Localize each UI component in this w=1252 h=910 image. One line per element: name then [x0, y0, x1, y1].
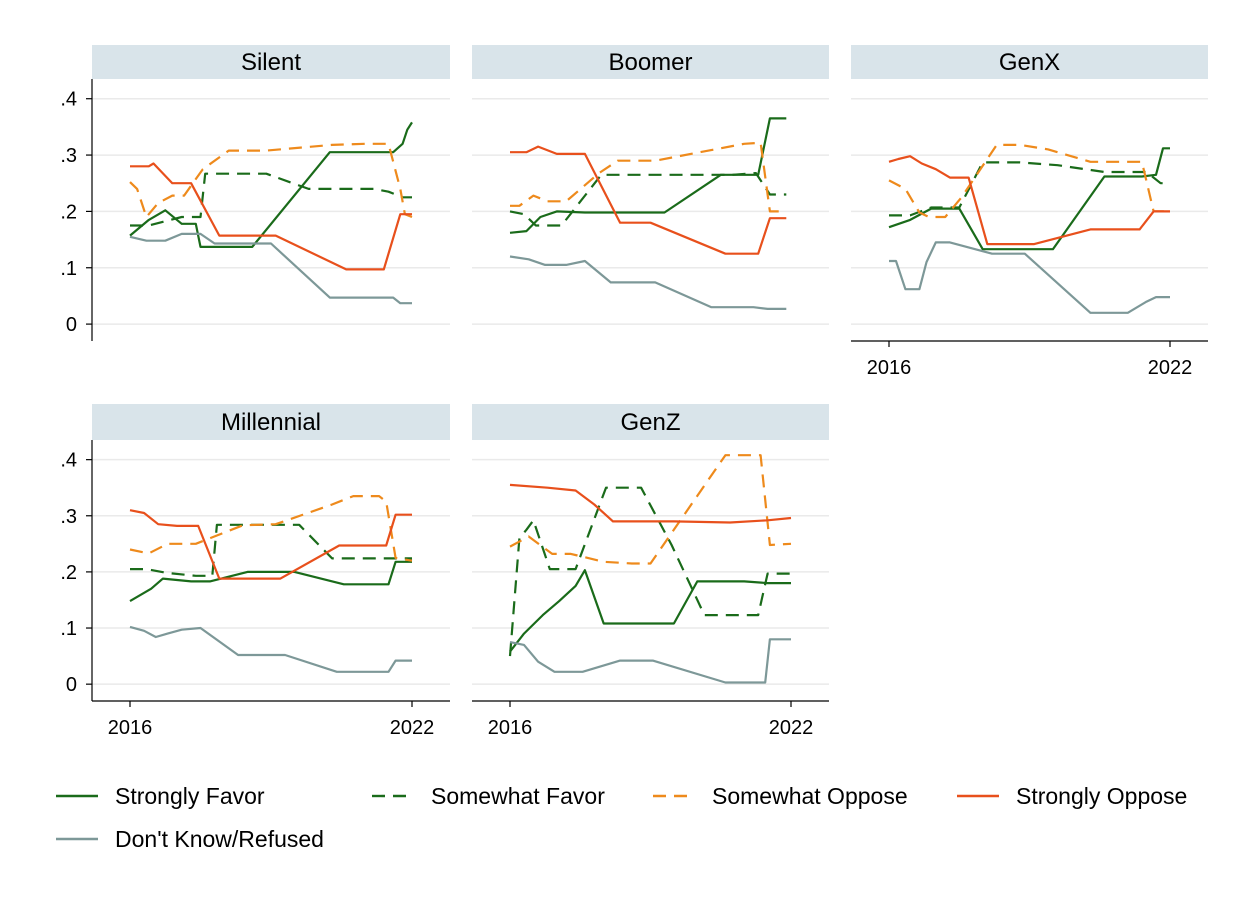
series-line-don-t-know-refused [889, 241, 1170, 314]
y-tick-label: .1 [60, 258, 77, 280]
panel-genz: GenZ 2016 2022 [472, 404, 829, 739]
series-line-somewhat-oppose [510, 141, 787, 213]
panel-title: Boomer [608, 49, 692, 76]
x-tick-label: 2022 [1148, 357, 1193, 379]
legend-label: Strongly Oppose [1016, 783, 1187, 809]
legend-label: Somewhat Oppose [712, 783, 908, 809]
series-line-somewhat-oppose [888, 143, 1170, 219]
x-tick-label: 2016 [108, 717, 153, 739]
series-line-strongly-favor [129, 121, 413, 248]
series-line-don-t-know-refused [129, 232, 412, 305]
legend: Strongly Favor Somewhat Favor Somewhat Opp… [56, 783, 1187, 852]
series-line-strongly-favor [129, 560, 412, 603]
legend-item-don-t-know-refused: Don't Know/Refused [56, 826, 324, 852]
y-tick-label: .4 [60, 89, 77, 111]
panel-strip [92, 404, 450, 440]
y-tick-label: .3 [60, 145, 77, 167]
series-line-strongly-oppose [129, 509, 412, 580]
y-tick-label: 0 [66, 674, 77, 696]
y-tick-label: .2 [60, 562, 77, 584]
panel-title: GenZ [620, 409, 680, 436]
panel-strip [851, 45, 1208, 79]
legend-label: Don't Know/Refused [115, 826, 324, 852]
series-line-don-t-know-refused [509, 638, 791, 684]
x-tick-label: 2016 [867, 357, 912, 379]
series-line-strongly-oppose [510, 145, 787, 255]
y-tick-label: .1 [60, 618, 77, 640]
panel-title: Silent [241, 49, 301, 76]
panel-millennial: Millennial 0 .1 .2 .3 .4 2016 2022 [60, 404, 450, 739]
series-line-somewhat-favor [889, 161, 1170, 217]
series-line-strongly-favor [888, 147, 1170, 251]
series-line-somewhat-favor [130, 523, 412, 577]
series-line-somewhat-favor [508, 486, 791, 657]
series-line-don-t-know-refused [129, 625, 412, 673]
series-line-somewhat-favor [130, 172, 412, 227]
x-tick-label: 2022 [390, 717, 435, 739]
series-line-somewhat-oppose [129, 142, 413, 219]
panel-genx: GenX 2016 2022 [851, 45, 1208, 379]
series-line-don-t-know-refused [509, 255, 787, 310]
panel-strip [472, 404, 829, 440]
panel-strip [472, 45, 829, 79]
panel-title: Millennial [221, 409, 321, 436]
y-tick-label: .4 [60, 450, 77, 472]
panel-title: GenX [999, 49, 1060, 76]
legend-item-somewhat-oppose: Somewhat Oppose [653, 783, 908, 809]
legend-item-strongly-oppose: Strongly Oppose [957, 783, 1187, 809]
legend-label: Somewhat Favor [431, 783, 605, 809]
y-tick-label: .3 [60, 506, 77, 528]
series-line-strongly-favor [509, 569, 791, 653]
y-tick-label: .2 [60, 201, 77, 223]
series-line-somewhat-oppose [129, 495, 413, 562]
x-tick-label: 2016 [488, 717, 533, 739]
y-tick-label: 0 [66, 314, 77, 336]
legend-item-somewhat-favor: Somewhat Favor [372, 783, 605, 809]
panel-strip [92, 45, 450, 79]
legend-item-strongly-favor: Strongly Favor [56, 783, 265, 809]
legend-label: Strongly Favor [115, 783, 265, 809]
series-line-strongly-oppose [509, 483, 792, 524]
series-line-strongly-oppose [130, 162, 412, 271]
panel-silent: Silent 0 .1 .2 .3 .4 [60, 45, 450, 341]
series-line-somewhat-oppose [509, 454, 792, 565]
series-line-strongly-oppose [888, 155, 1170, 246]
panel-boomer: Boomer [472, 45, 829, 325]
x-tick-label: 2022 [769, 717, 814, 739]
